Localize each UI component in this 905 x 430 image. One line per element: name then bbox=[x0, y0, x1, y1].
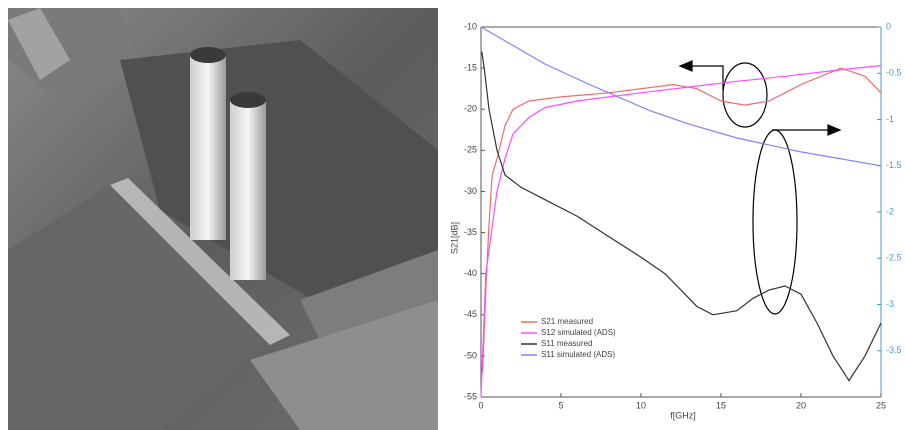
x-tick-label: 20 bbox=[796, 400, 806, 410]
y-axis-label: S21[dB] bbox=[449, 222, 459, 254]
sem-image bbox=[8, 8, 438, 430]
x-axis-label: f[GHz] bbox=[670, 410, 696, 420]
y2-tick-label: -2.5 bbox=[886, 253, 902, 263]
y-tick-label: -55 bbox=[464, 391, 477, 401]
y-tick-label: -10 bbox=[464, 21, 477, 31]
annotations bbox=[680, 61, 840, 314]
legend-label: S12 simulated (ADS) bbox=[541, 328, 616, 337]
y2-tick-label: -3.5 bbox=[886, 345, 902, 355]
legend-label: S21 measured bbox=[541, 317, 593, 326]
y-tick-label: -35 bbox=[464, 227, 477, 237]
series-line bbox=[481, 27, 881, 166]
y-tick-label: -30 bbox=[464, 186, 477, 196]
x-tick-label: 0 bbox=[478, 400, 483, 410]
figure: f[GHz] S21[dB] 0 5 10 15 20 25 -55 -50 -45 -40 -35… bbox=[0, 0, 905, 430]
y2-tick-label: -1.5 bbox=[886, 160, 902, 170]
series-line bbox=[483, 68, 881, 372]
x-tick-label: 15 bbox=[716, 400, 726, 410]
y-tick-label: -25 bbox=[464, 145, 477, 155]
y2-tick-label: -3 bbox=[886, 299, 894, 309]
y2-tick-label: -2 bbox=[886, 206, 894, 216]
x-tick-label: 25 bbox=[876, 400, 886, 410]
y-tick-label: -45 bbox=[464, 309, 477, 319]
y2-tick-label: -0.5 bbox=[886, 68, 902, 78]
legend-label: S11 simulated (ADS) bbox=[541, 350, 615, 359]
x-tick-label: 10 bbox=[636, 400, 646, 410]
y2-tick-label: 0 bbox=[886, 21, 891, 31]
y-tick-label: -20 bbox=[464, 104, 477, 114]
x-tick-label: 5 bbox=[558, 400, 563, 410]
legend-label: S11 measured bbox=[541, 339, 592, 348]
y2-tick-label: -1 bbox=[886, 114, 894, 124]
y-tick-label: -40 bbox=[464, 268, 477, 278]
y-tick-label: -50 bbox=[464, 350, 477, 360]
y-tick-label: -15 bbox=[464, 62, 477, 72]
